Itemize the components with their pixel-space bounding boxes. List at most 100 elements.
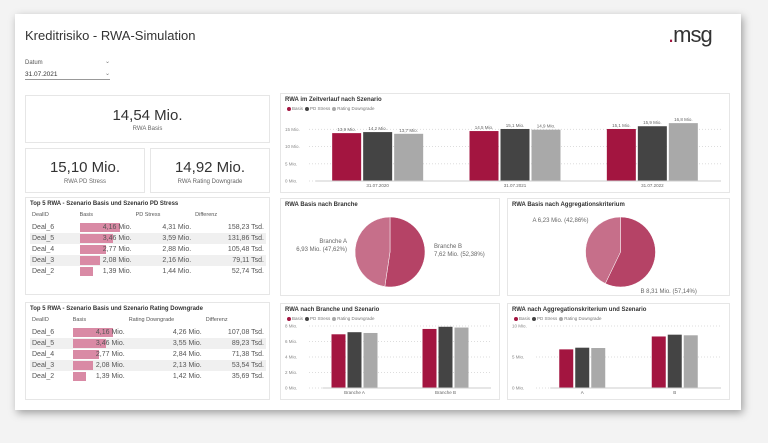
bar-pd-stress: [438, 326, 453, 388]
legend-item[interactable]: Basis: [285, 106, 303, 111]
rwa-timeline-chart: RWA im Zeitverlauf nach Szenario 0 Mio. 5 …: [280, 93, 730, 193]
legend-item[interactable]: Basis: [512, 316, 530, 321]
bar-basis: [332, 133, 362, 181]
legend-item[interactable]: Rating Downgrade: [330, 106, 375, 111]
rwa-aggregation-pie: RWA Basis nach Aggregationskriterium A 6,…: [507, 198, 730, 296]
chart-title: RWA nach Branche und Szenario: [285, 307, 380, 313]
legend-item[interactable]: Rating Downgrade: [330, 316, 375, 321]
data-label: 15,9 Mio.: [643, 120, 662, 125]
table-cell: Deal_3: [30, 255, 78, 266]
table-cell: 107,08 Tsd.: [227, 329, 264, 336]
rwa-branche-bar-chart: RWA nach Branche und Szenario 0 Mio. 2 Mio…: [280, 303, 500, 400]
data-bar: [72, 361, 93, 370]
table-cell: Deal_2: [32, 373, 55, 380]
slicer-value[interactable]: 31.07.2021: [25, 71, 110, 80]
column-header[interactable]: DealID: [32, 317, 49, 323]
y-tick-label: 10 Mio.: [512, 324, 527, 329]
date-slicer[interactable]: Datum 31.07.2021 ⌄ ⌄: [25, 59, 110, 80]
table-row[interactable]: Deal_2 1,39 Mio. 1,44 Mio. 52,74 Tsd.: [30, 266, 266, 277]
basis-cell: 2,08 Mio.: [70, 360, 127, 371]
table-title: Top 5 RWA - Szenario Basis und Szenario …: [30, 306, 203, 312]
table-row[interactable]: Deal_6 4,16 Mio. 4,31 Mio. 158,23 Tsd.: [30, 222, 266, 233]
rwa-branche-pie: RWA Basis nach Branche Branche A 6,93 Mio.…: [280, 198, 500, 296]
kpi-value: 14,92 Mio.: [174, 159, 246, 176]
kpi-label: RWA PD Stress: [63, 179, 106, 185]
bar-rating-downgrade: [531, 129, 561, 181]
table-row[interactable]: Deal_2 1,39 Mio. 1,42 Mio. 35,69 Tsd.: [30, 371, 266, 382]
x-tick-label: Branche B: [435, 390, 456, 395]
x-tick-label: B: [673, 390, 676, 395]
column-header[interactable]: Basis: [79, 212, 94, 218]
data-label: 14,9 Mio.: [537, 124, 556, 129]
legend-dot-icon: [305, 316, 310, 321]
table-cell: 158,23 Tsd.: [227, 224, 264, 231]
slice-value-label: 6,93 Mio. (47,62%): [296, 247, 347, 253]
table-cell: Deal_4: [32, 351, 55, 358]
bar-rating-downgrade: [363, 332, 378, 388]
table-cell: 3,55 Mio.: [126, 338, 204, 349]
table-cell: Deal_6: [32, 224, 55, 231]
table-row[interactable]: Deal_6 4,16 Mio. 4,26 Mio. 107,08 Tsd.: [30, 327, 266, 338]
legend-item[interactable]: Basis: [285, 316, 303, 321]
bar-pd-stress: [667, 334, 682, 388]
x-tick-label: 31.07.2022: [641, 183, 664, 188]
table-cell: 2,16 Mio.: [133, 255, 194, 266]
table-cell: 53,54 Tsd.: [203, 360, 266, 371]
kpi-label: RWA Basis: [132, 126, 163, 132]
legend-dot-icon: [287, 106, 291, 111]
x-tick-label: 31.07.2020: [366, 183, 389, 188]
table-cell: 3,59 Mio.: [133, 233, 194, 244]
table-cell: Deal_5: [30, 233, 78, 244]
data-bar: [72, 339, 106, 348]
y-tick-label: 4 Mio.: [285, 355, 297, 360]
column-header[interactable]: Differenz: [195, 212, 218, 218]
table-cell: 79,11 Tsd.: [193, 255, 266, 266]
bar-rating-downgrade: [454, 327, 469, 388]
legend-dot-icon: [287, 316, 291, 321]
data-bar: [72, 328, 113, 337]
slice-value-label: 7,62 Mio. (52,38%): [434, 252, 485, 258]
top5-rating-downgrade-table: Top 5 RWA - Szenario Basis und Szenario …: [25, 302, 270, 400]
basis-cell: 4,16 Mio.: [71, 327, 127, 338]
pie-slice-a: [585, 216, 621, 284]
basis-cell: 1,39 Mio.: [78, 266, 134, 277]
legend-item[interactable]: Rating Downgrade: [557, 316, 602, 321]
slice-label: Branche B: [434, 244, 462, 250]
data-label: 14,2 Mio.: [368, 126, 387, 131]
column-header[interactable]: PD Stress: [135, 212, 161, 218]
column-header[interactable]: Basis: [72, 317, 87, 323]
data-bar: [79, 245, 107, 254]
bar-basis: [469, 131, 499, 181]
y-tick-label: 0 Mio.: [285, 386, 297, 391]
data-label: 13,7 Mio.: [399, 128, 418, 133]
table-cell: Deal_6: [32, 329, 55, 336]
column-header[interactable]: DealID: [32, 212, 49, 218]
kpi-value: 14,54 Mio.: [112, 107, 183, 124]
basis-cell: 2,77 Mio.: [78, 244, 134, 255]
chevron-down-icon[interactable]: ⌄: [104, 71, 110, 77]
bar-rating-downgrade: [394, 133, 424, 181]
legend-item[interactable]: PD Stress: [303, 316, 330, 321]
column-header[interactable]: Rating Downgrade: [128, 317, 175, 323]
legend-dot-icon: [305, 106, 310, 111]
slice-label: Branche A: [319, 239, 347, 245]
legend-dot-icon: [332, 316, 337, 321]
legend-item[interactable]: PD Stress: [303, 106, 330, 111]
table-row[interactable]: Deal_3 2,08 Mio. 2,13 Mio. 53,54 Tsd.: [30, 360, 266, 371]
table-row[interactable]: Deal_5 3,46 Mio. 3,55 Mio. 89,23 Tsd.: [30, 338, 266, 349]
table-title: Top 5 RWA - Szenario Basis und Szenario …: [30, 201, 179, 207]
legend-dot-icon: [514, 316, 518, 321]
table-row[interactable]: Deal_5 3,46 Mio. 3,59 Mio. 131,86 Tsd.: [30, 233, 266, 244]
table-row[interactable]: Deal_3 2,08 Mio. 2,16 Mio. 79,11 Tsd.: [30, 255, 266, 266]
data-label: 13,9 Mio.: [337, 127, 356, 132]
slice-label: B 8,31 Mio. (57,14%): [641, 289, 697, 295]
table-row[interactable]: Deal_4 2,77 Mio. 2,88 Mio. 105,48 Tsd.: [30, 244, 266, 255]
legend-item[interactable]: PD Stress: [530, 316, 557, 321]
bar-pd-stress: [363, 132, 393, 181]
data-bar: [72, 350, 100, 359]
chart-legend: Basis PD Stress Rating Downgrade: [285, 106, 375, 111]
table-row[interactable]: Deal_4 2,77 Mio. 2,84 Mio. 71,38 Tsd.: [30, 349, 266, 360]
data-label: 15,1 Mio.: [506, 123, 525, 128]
column-header[interactable]: Differenz: [205, 317, 228, 323]
slice-label: A 6,23 Mio. (42,86%): [532, 218, 588, 224]
